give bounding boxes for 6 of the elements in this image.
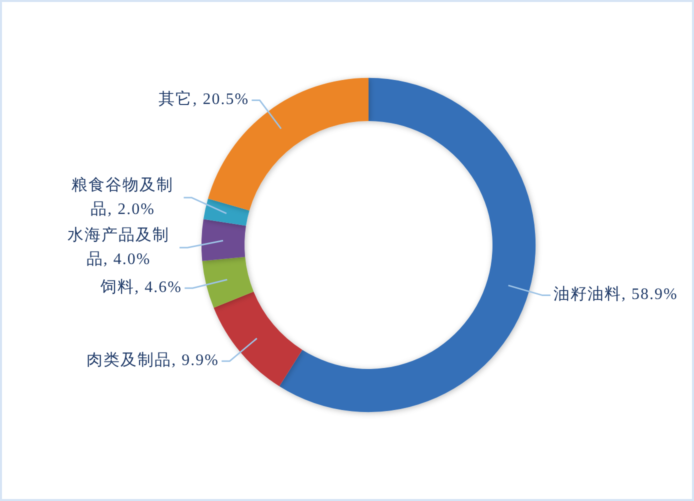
slice-label: 肉类及制品, 9.9% <box>86 350 219 372</box>
slice-label: 水海产品及制品, 4.0% <box>66 226 170 270</box>
slice-label: 其它, 20.5% <box>158 90 250 110</box>
slice-label: 粮食谷物及制品, 2.0% <box>70 176 175 220</box>
slice-label: 油籽油料, 58.9% <box>553 284 678 306</box>
slice-label: 饲料, 4.6% <box>100 278 182 298</box>
